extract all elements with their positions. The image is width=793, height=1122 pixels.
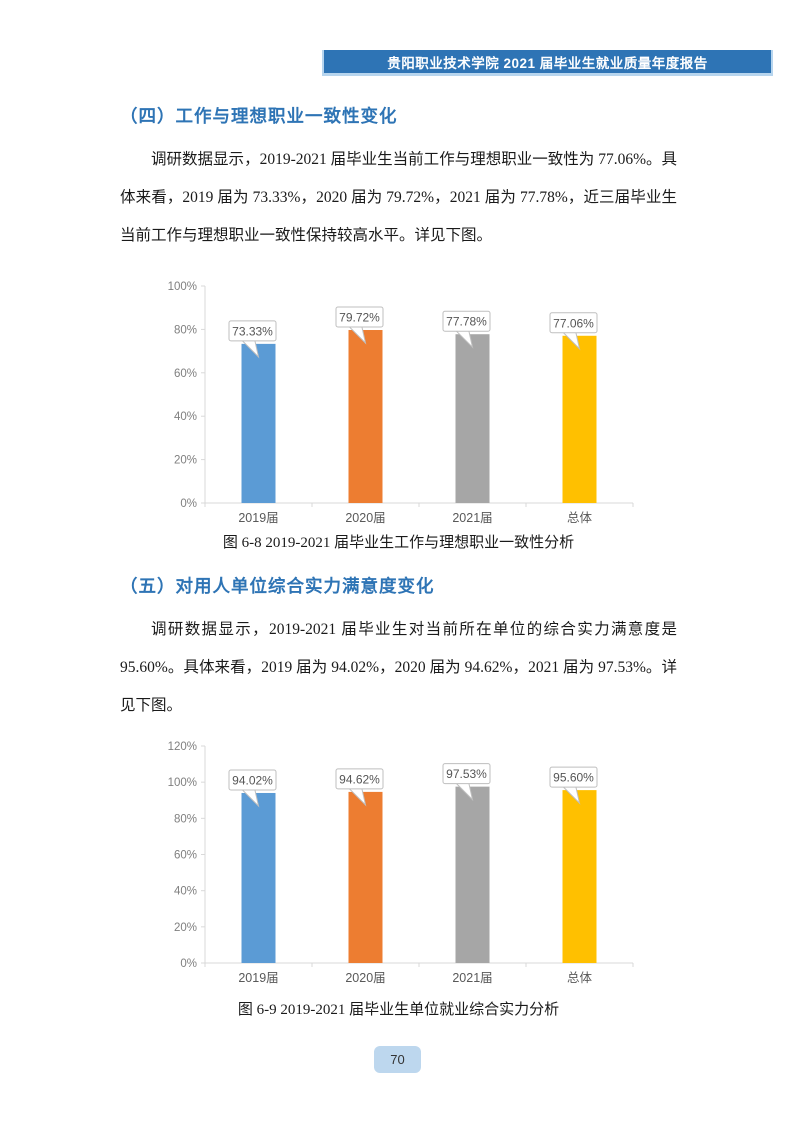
data-label: 77.06% xyxy=(553,316,594,330)
y-axis-tick-label: 60% xyxy=(174,368,197,380)
x-axis-category-label: 2020届 xyxy=(345,971,385,985)
bar-chart-figure-6-8: 0% 20% 40% 60% 80% 100% 73.33% 79.72% 77.78% 77.0… xyxy=(165,272,645,528)
page-number-badge: 70 xyxy=(374,1046,421,1073)
data-label-callout xyxy=(335,306,384,328)
y-axis-tick-label: 80% xyxy=(174,324,197,336)
data-label-callout xyxy=(335,768,384,790)
section-4-paragraph: 调研数据显示，2019-2021 届毕业生当前工作与理想职业一致性为 77.06… xyxy=(120,151,677,244)
data-label-callout xyxy=(228,320,277,342)
bar-总体 xyxy=(562,790,597,963)
x-axis-category-label: 2019届 xyxy=(238,971,278,985)
x-axis-category-label: 总体 xyxy=(567,511,593,525)
bar-2019届 xyxy=(241,343,276,503)
x-axis-category-label: 2021届 xyxy=(452,511,492,525)
x-axis-category-label: 2019届 xyxy=(238,511,278,525)
bar-2020届 xyxy=(348,791,383,963)
figure-6-9-caption: 图 6-9 2019-2021 届毕业生单位就业综合实力分析 xyxy=(237,1002,560,1018)
bar-2019届 xyxy=(241,792,276,963)
data-label-callout xyxy=(442,310,491,332)
y-axis-tick-label: 20% xyxy=(174,922,197,934)
data-label: 77.78% xyxy=(446,315,487,329)
data-label: 73.33% xyxy=(232,324,273,338)
bar-2021届 xyxy=(455,786,490,963)
bar-chart-figure-6-9: 0% 20% 40% 60% 80% 100% 120% 94.02% 94.62% 97.53%… xyxy=(165,732,645,988)
section-heading-5: （五）对用人单位综合实力满意度变化 xyxy=(120,576,435,596)
y-axis-tick-label: 60% xyxy=(174,850,197,862)
data-label-callout xyxy=(228,769,277,791)
y-axis-tick-label: 40% xyxy=(174,886,197,898)
x-axis-category-label: 2021届 xyxy=(452,971,492,985)
bar-2020届 xyxy=(348,330,383,503)
page-header-banner: 贵阳职业技术学院 2021 届毕业生就业质量年度报告 xyxy=(322,50,773,76)
data-label-callout xyxy=(442,763,491,785)
data-label: 94.62% xyxy=(339,772,380,786)
y-axis-tick-label: 20% xyxy=(174,455,197,467)
bar-2021届 xyxy=(455,334,490,503)
y-axis-tick-label: 120% xyxy=(168,741,197,753)
page-number: 70 xyxy=(390,1052,405,1067)
data-label: 97.53% xyxy=(446,767,487,781)
y-axis-tick-label: 100% xyxy=(168,281,197,293)
y-axis-tick-label: 80% xyxy=(174,813,197,825)
section-heading-4: （四）工作与理想职业一致性变化 xyxy=(120,106,398,126)
data-label-callout xyxy=(549,312,598,334)
x-axis-category-label: 2020届 xyxy=(345,511,385,525)
data-label: 94.02% xyxy=(232,773,273,787)
x-axis-category-label: 总体 xyxy=(567,971,593,985)
y-axis-tick-label: 100% xyxy=(168,777,197,789)
y-axis-tick-label: 40% xyxy=(174,411,197,423)
data-label: 79.72% xyxy=(339,311,380,325)
figure-6-8-caption: 图 6-8 2019-2021 届毕业生工作与理想职业一致性分析 xyxy=(222,535,575,551)
bar-总体 xyxy=(562,335,597,503)
y-axis-tick-label: 0% xyxy=(180,498,197,510)
y-axis-tick-label: 0% xyxy=(180,958,197,970)
section-5-paragraph: 调研数据显示，2019-2021 届毕业生对当前所在单位的综合实力满意度是 95… xyxy=(120,621,677,714)
data-label: 95.60% xyxy=(553,771,594,785)
data-label-callout xyxy=(549,766,598,788)
